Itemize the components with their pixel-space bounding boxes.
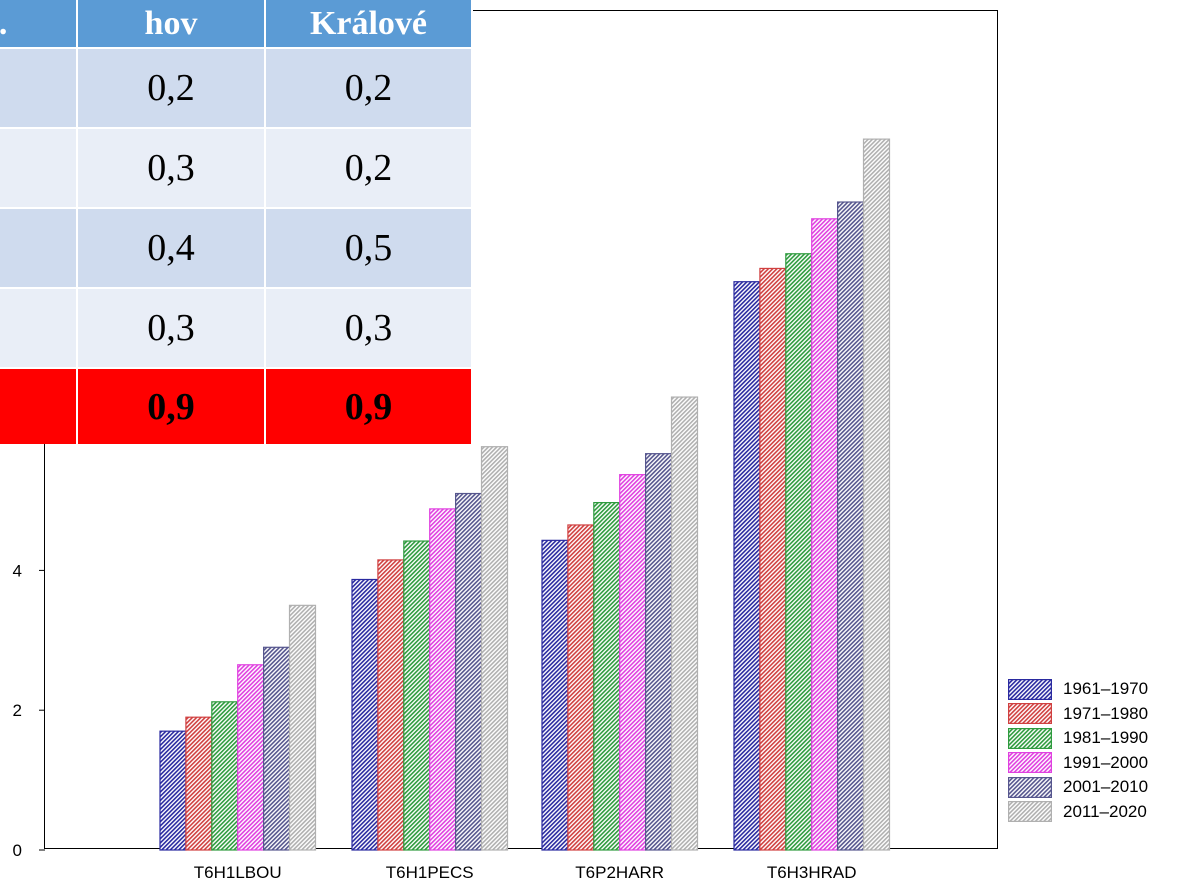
bar-t6h3hrad-series-4 [836, 201, 865, 851]
table-cell: 0,5 [265, 207, 473, 288]
table-cell: 3 [0, 47, 78, 128]
table-header-cell: n. [0, 0, 78, 48]
legend-label: 1961–1970 [1063, 679, 1149, 699]
table-row: 3 0,3 0,2 [0, 127, 473, 208]
bar-t6p2harr-series-3 [619, 474, 647, 851]
table-row: 3 0,2 0,2 [0, 47, 473, 128]
legend-label: 1981–1990 [1063, 728, 1149, 748]
bar-t6h1pecs-series-1 [377, 559, 405, 851]
legend-label: 2011–2020 [1063, 801, 1147, 821]
legend-item: 1981–1990 [1008, 726, 1148, 751]
x-tick-label: T6P2HARR [575, 863, 664, 882]
bar-t6h3hrad-series-2 [785, 253, 813, 851]
legend-swatch [1008, 776, 1052, 798]
table-cell: 0,9 [77, 367, 266, 444]
y-tick-label: 0 [13, 841, 22, 860]
overlay-table: n. hov Králové 3 0,2 0,2 3 0,3 0,2 5 0,4… [0, 0, 473, 444]
x-tick-label: T6H3HRAD [767, 863, 857, 882]
table-cell: 0,3 [265, 287, 473, 368]
legend-swatch [1008, 801, 1052, 823]
bar-t6h1lbou-series-3 [237, 664, 265, 851]
bar-t6h1pecs-series-3 [429, 508, 457, 851]
y-tick-label: 2 [13, 701, 22, 720]
table-cell: 0,2 [265, 127, 473, 208]
table-cell: 0,9 [265, 367, 473, 444]
table-header-cell: Králové [265, 0, 473, 48]
legend: 1961–1970 1971–1980 1981–1990 1991–2000 2001… [1008, 677, 1148, 824]
table-total-row: 6 0,9 0,9 [0, 367, 473, 444]
bar-t6h1lbou-series-2 [211, 701, 239, 851]
bar-t6h3hrad-series-1 [759, 267, 787, 851]
bar-t6p2harr-series-2 [593, 501, 621, 851]
bar-t6h1lbou-series-4 [263, 646, 291, 851]
table-cell: 6 [0, 367, 78, 444]
table-cell: 2 [0, 287, 78, 368]
bar-chart: 0 2 4 T6H1LBOU T6H1PECS T6P2HARR T6H3HRAD [13, 138, 891, 882]
table-header-row: n. hov Králové [0, 0, 473, 48]
legend-label: 1991–2000 [1063, 752, 1149, 772]
bar-t6h3hrad-series-0 [733, 281, 761, 851]
bar-t6h1lbou-series-1 [185, 716, 213, 851]
table-cell: 0,3 [77, 127, 266, 208]
x-tick-label: T6H1LBOU [194, 863, 282, 882]
table-cell: 5 [0, 207, 78, 288]
table-cell: 0,3 [77, 287, 266, 368]
bar-t6h1pecs-series-5 [480, 446, 509, 851]
bar-t6h1lbou-series-5 [288, 604, 317, 851]
legend-item: 2001–2010 [1008, 775, 1148, 800]
bar-t6h1lbou-series-0 [159, 730, 187, 851]
legend-item: 2011–2020 [1008, 800, 1148, 825]
legend-swatch [1008, 752, 1052, 774]
legend-swatch [1008, 703, 1052, 725]
table-header-cell: hov [77, 0, 266, 48]
table-cell: 0,2 [77, 47, 266, 128]
legend-swatch [1008, 678, 1052, 700]
bar-t6h1pecs-series-2 [403, 540, 431, 851]
table-row: 5 0,4 0,5 [0, 207, 473, 288]
legend-label: 1971–1980 [1063, 703, 1149, 723]
legend-item: 1971–1980 [1008, 702, 1148, 727]
bar-t6p2harr-series-5 [670, 396, 699, 851]
bar-t6p2harr-series-0 [541, 539, 569, 851]
bar-t6h1pecs-series-0 [351, 578, 379, 851]
y-tick-label: 4 [13, 561, 22, 580]
bar-t6h3hrad-series-5 [862, 138, 891, 851]
bar-t6h3hrad-series-3 [811, 218, 839, 851]
legend-swatch [1008, 727, 1052, 749]
x-tick-label: T6H1PECS [386, 863, 474, 882]
bar-t6h1pecs-series-4 [455, 492, 483, 851]
legend-item: 1991–2000 [1008, 751, 1148, 776]
table-cell: 0,4 [77, 207, 266, 288]
legend-label: 2001–2010 [1063, 777, 1149, 797]
table-cell: 0,2 [265, 47, 473, 128]
legend-item: 1961–1970 [1008, 677, 1148, 702]
table-row: 2 0,3 0,3 [0, 287, 473, 368]
bar-t6p2harr-series-1 [567, 524, 595, 851]
bar-t6p2harr-series-4 [644, 453, 673, 851]
table-cell: 3 [0, 127, 78, 208]
